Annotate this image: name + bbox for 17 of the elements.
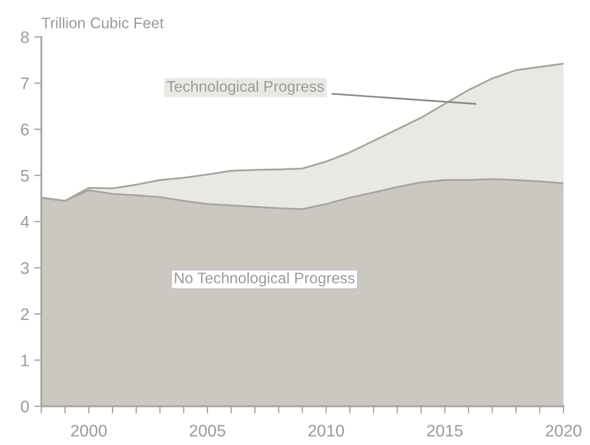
x-tick-label: 2010: [308, 424, 344, 437]
x-tick-label: 2015: [427, 424, 463, 437]
y-tick-label: 3: [20, 262, 29, 274]
y-tick-label: 7: [21, 78, 29, 90]
y-tick-label: 5: [20, 170, 29, 182]
y-tick-label: 4: [20, 216, 30, 228]
x-tick-label: 2020: [546, 424, 582, 437]
x-tick-label: 2005: [190, 424, 226, 437]
y-tick-label: 1: [21, 354, 29, 366]
text: Technological Progress: [166, 80, 324, 95]
y-tick-label: 0: [20, 400, 29, 412]
series-label: No Technological Progress: [174, 272, 355, 286]
y-axis-title: Trillion Cubic Feet: [42, 17, 164, 28]
x-tick-label: 2000: [71, 424, 107, 437]
y-tick-label: 6: [21, 124, 29, 136]
y-tick-label: 2: [21, 308, 29, 320]
y-tick-label: 8: [20, 31, 29, 44]
